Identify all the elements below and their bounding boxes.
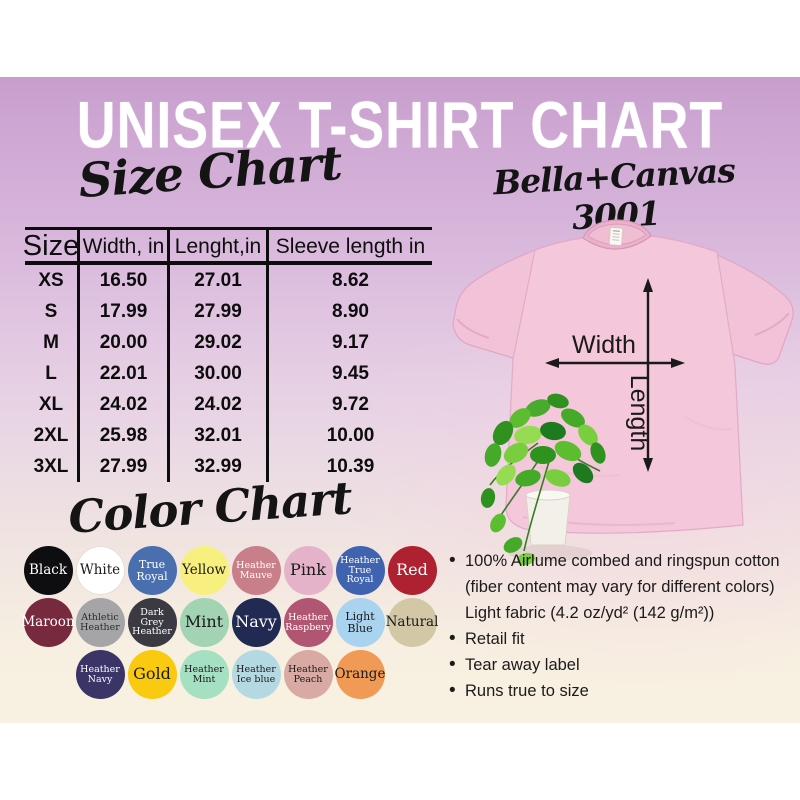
neck-label bbox=[609, 227, 623, 246]
color-swatch-true-royal: True Royal bbox=[127, 546, 177, 595]
sleeve-cell: 8.62 bbox=[266, 265, 432, 296]
product-details: 100% Airlume combed and ringspun cotton … bbox=[448, 548, 800, 704]
width-cell: 27.99 bbox=[77, 451, 167, 482]
size-cell: L bbox=[45, 362, 57, 384]
color-swatch-grid: Black White True Royal Yellow Heather Mauve P… bbox=[18, 546, 442, 702]
sleeve-cell: 9.17 bbox=[266, 327, 432, 358]
detail-extra: Light fabric (4.2 oz/yd² (142 g/m²)) bbox=[465, 604, 715, 622]
color-swatch-red: Red bbox=[387, 546, 437, 595]
width-cell: 24.02 bbox=[77, 389, 167, 420]
size-table-row: M 20.00 29.02 9.17 bbox=[25, 327, 432, 358]
detail-item-fit: Retail fit bbox=[448, 626, 800, 652]
size-cell: S bbox=[44, 300, 58, 322]
tshirt-graphic bbox=[452, 219, 794, 534]
length-arrow-label: Length bbox=[625, 375, 653, 451]
color-swatch-heather-mint: Heather Mint bbox=[179, 650, 229, 699]
length-cell: 32.99 bbox=[167, 451, 266, 482]
page-title: UNISEX T-SHIRT CHART bbox=[76, 87, 724, 162]
plant-photo bbox=[480, 393, 606, 566]
size-table-row: 2XL 25.98 32.01 10.00 bbox=[25, 420, 432, 451]
detail-text: 100% Airlume combed and ringspun cotton … bbox=[465, 552, 780, 596]
size-cell: XS bbox=[38, 269, 64, 291]
color-swatch-gold: Gold bbox=[127, 650, 177, 699]
column-header-width: Width, in bbox=[77, 230, 167, 263]
column-header-sleeve: Sleeve length in bbox=[266, 230, 432, 263]
length-cell: 27.01 bbox=[167, 265, 266, 296]
size-table-row: XS 16.50 27.01 8.62 bbox=[25, 265, 432, 296]
color-swatch-black: Black bbox=[23, 546, 73, 595]
swatch-row: Black White True Royal Yellow Heather Mauve P… bbox=[18, 546, 442, 595]
detail-item-size: Runs true to size bbox=[448, 678, 800, 704]
color-swatch-athletic-heather: Athletic Heather bbox=[75, 598, 125, 647]
size-table-row: 3XL 27.99 32.99 10.39 bbox=[25, 451, 432, 482]
detail-list: 100% Airlume combed and ringspun cotton … bbox=[448, 548, 800, 704]
length-cell: 32.01 bbox=[167, 420, 266, 451]
sleeve-cell: 10.00 bbox=[266, 420, 432, 451]
size-table-row: XL 24.02 24.02 9.72 bbox=[25, 389, 432, 420]
color-swatch-heather-true-royal: Heather True Royal bbox=[335, 546, 385, 595]
detail-item-fabric: 100% Airlume combed and ringspun cotton … bbox=[448, 548, 800, 626]
color-swatch-heather-navy: Heather Navy bbox=[75, 650, 125, 699]
length-cell: 29.02 bbox=[167, 327, 266, 358]
width-cell: 25.98 bbox=[77, 420, 167, 451]
column-header-length: Lenght,in bbox=[167, 230, 266, 263]
size-cell: M bbox=[43, 331, 59, 353]
width-cell: 17.99 bbox=[77, 296, 167, 327]
tshirt-diagram: Width Length bbox=[452, 219, 794, 534]
color-swatch-navy: Navy bbox=[231, 598, 281, 647]
color-swatch-light-blue: Light Blue bbox=[335, 598, 385, 647]
color-swatch-pink: Pink bbox=[283, 546, 333, 595]
color-swatch-heather-mauve: Heather Mauve bbox=[231, 546, 281, 595]
length-cell: 27.99 bbox=[167, 296, 266, 327]
size-table-row: S 17.99 27.99 8.90 bbox=[25, 296, 432, 327]
color-swatch-maroon: Maroon bbox=[21, 598, 75, 647]
color-swatch-yellow: Yellow bbox=[179, 546, 229, 595]
size-cell: XL bbox=[38, 393, 64, 415]
width-cell: 16.50 bbox=[77, 265, 167, 296]
color-swatch-orange: Orange bbox=[335, 650, 385, 699]
swatch-row: Maroon Athletic Heather Dark Grey Heather M… bbox=[18, 598, 442, 647]
width-cell: 20.00 bbox=[77, 327, 167, 358]
sleeve-cell: 9.72 bbox=[266, 389, 432, 420]
length-cell: 24.02 bbox=[167, 389, 266, 420]
size-table: Size Width, in Lenght,in Sleeve length i… bbox=[22, 227, 432, 482]
size-table-body: XS 16.50 27.01 8.62 S 17.99 27.99 8.90 M 20.00 29.… bbox=[25, 265, 432, 482]
size-cell: 2XL bbox=[33, 424, 69, 446]
measurement-arrows: Width Length bbox=[545, 278, 685, 472]
detail-item-label: Tear away label bbox=[448, 652, 800, 678]
width-arrow-label: Width bbox=[572, 331, 636, 359]
width-cell: 22.01 bbox=[77, 358, 167, 389]
sleeve-cell: 8.90 bbox=[266, 296, 432, 327]
size-table-row: L 22.01 30.00 9.45 bbox=[25, 358, 432, 389]
plant-leaves bbox=[480, 393, 606, 566]
swatch-row: Heather Navy Gold Heather Mint Heather Ice … bbox=[18, 650, 442, 699]
color-swatch-dark-grey-heather: Dark Grey Heather bbox=[127, 598, 177, 647]
chart-background: UNISEX T-SHIRT CHART Size Chart Bella+Ca… bbox=[0, 77, 800, 723]
column-header-size: Size bbox=[22, 230, 80, 262]
color-swatch-heather-raspbery: Heather Raspbery bbox=[283, 598, 333, 647]
sleeve-cell: 9.45 bbox=[266, 358, 432, 389]
color-swatch-heather-ice-blue: Heather Ice blue bbox=[231, 650, 281, 699]
sleeve-cell: 10.39 bbox=[266, 451, 432, 482]
color-swatch-natural: Natural bbox=[386, 598, 438, 647]
color-swatch-mint: Mint bbox=[179, 598, 229, 647]
color-swatch-white: White bbox=[75, 546, 125, 595]
size-table-header: Size Width, in Lenght,in Sleeve length i… bbox=[22, 227, 432, 265]
size-cell: 3XL bbox=[33, 455, 69, 477]
color-swatch-heather-peach: Heather Peach bbox=[283, 650, 333, 699]
length-cell: 30.00 bbox=[167, 358, 266, 389]
